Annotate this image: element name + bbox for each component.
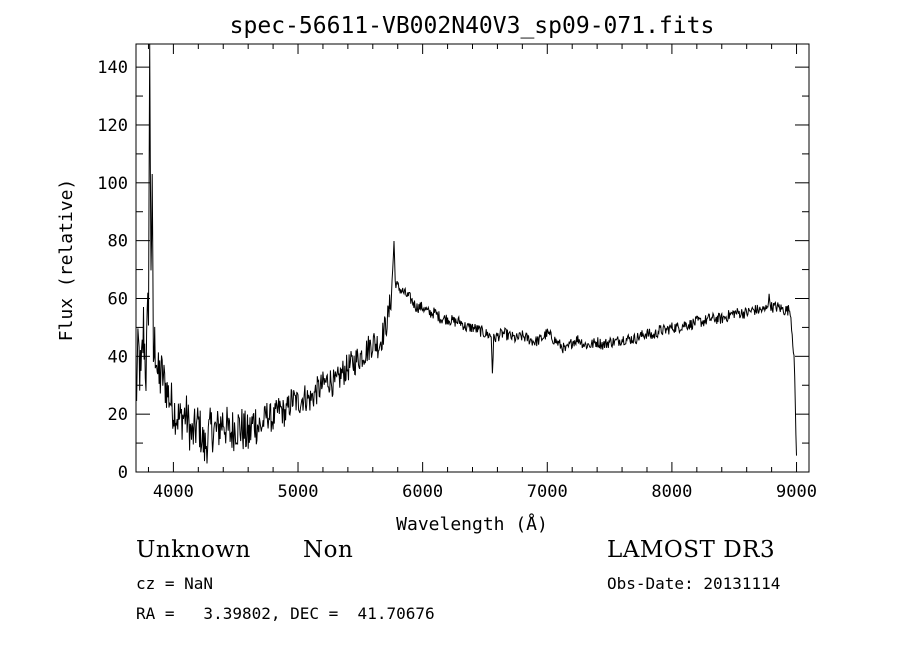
- x-tick-label: 6000: [402, 482, 443, 502]
- x-axis-label: Wavelength (Å): [396, 513, 548, 535]
- y-tick-label: 120: [97, 116, 128, 136]
- tick-labels: 4000 5000 6000 7000 8000 9000 0 20 40 60 80 100 120 1…: [97, 58, 817, 502]
- chart-title: spec-56611-VB002N40V3_sp09-071.fits: [230, 13, 715, 39]
- y-tick-label: 60: [108, 289, 128, 309]
- x-tick-label: 8000: [651, 482, 692, 502]
- spectral-subclass: Non: [303, 537, 354, 563]
- observation-date: Obs-Date: 20131114: [607, 574, 781, 593]
- y-tick-label: 0: [118, 463, 128, 483]
- spectrum-line: [135, 43, 797, 464]
- y-axis-label: Flux (relative): [56, 179, 77, 342]
- y-tick-label: 40: [108, 347, 128, 367]
- x-tick-label: 5000: [278, 482, 319, 502]
- coordinates: RA = 3.39802, DEC = 41.70676: [136, 604, 435, 623]
- x-tick-label: 9000: [776, 482, 817, 502]
- y-tick-label: 20: [108, 405, 128, 425]
- x-tick-label: 4000: [153, 482, 194, 502]
- y-tick-label: 100: [97, 174, 128, 194]
- redshift-cz: cz = NaN: [136, 574, 214, 593]
- axis-ticks: [136, 44, 809, 473]
- y-tick-label: 140: [97, 58, 128, 78]
- x-tick-label: 7000: [527, 482, 568, 502]
- y-tick-label: 80: [108, 232, 128, 252]
- spectral-class: Unknown: [136, 537, 251, 563]
- plot-frame: [135, 43, 810, 473]
- survey-name: LAMOST DR3: [607, 537, 776, 563]
